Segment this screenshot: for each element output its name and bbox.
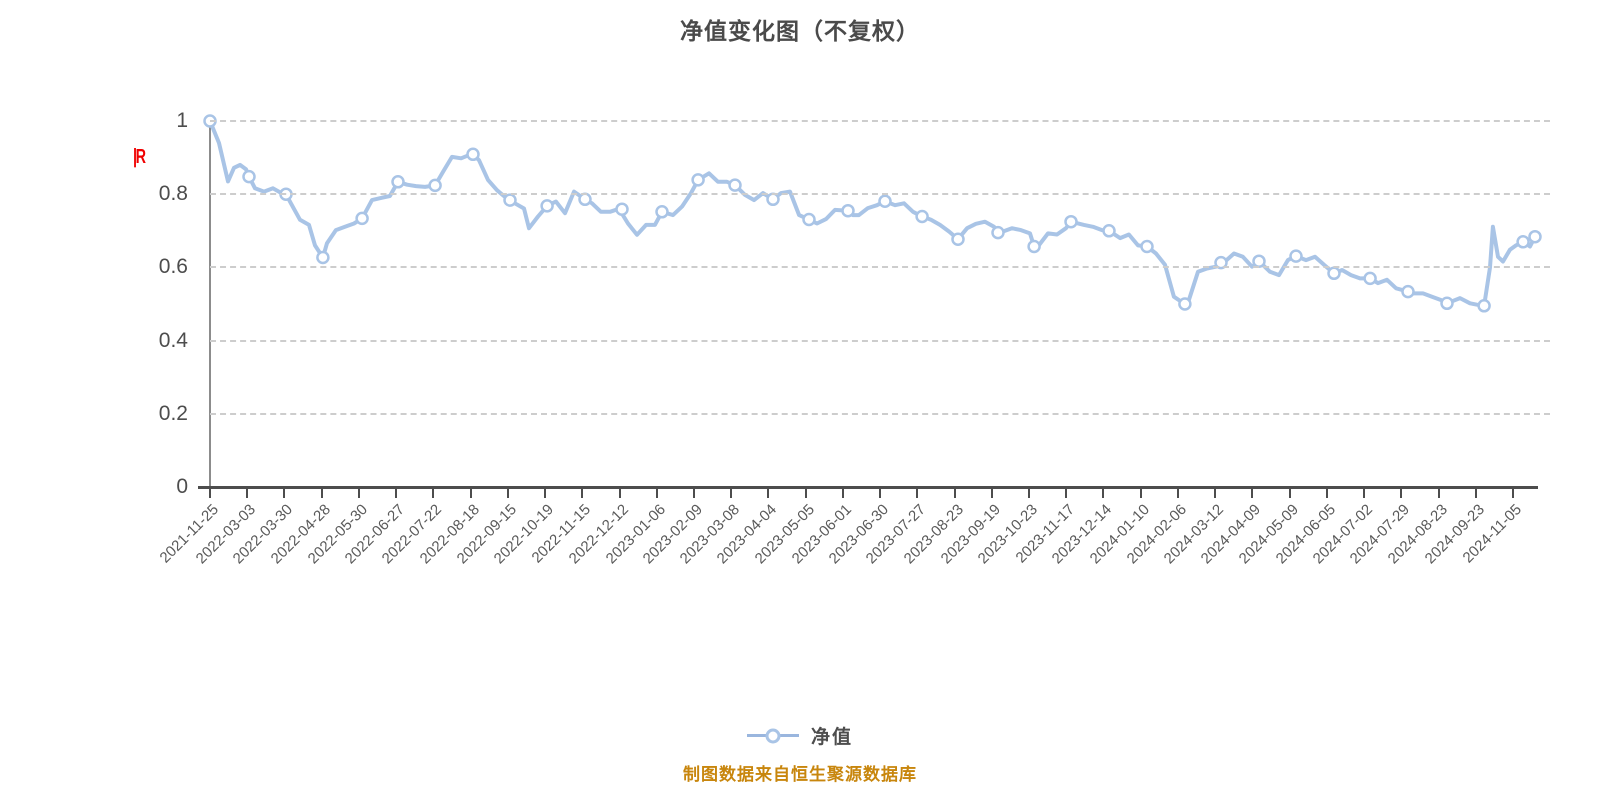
nav-line <box>208 119 1537 308</box>
data-point-marker <box>1140 239 1154 254</box>
x-tick <box>1400 489 1403 498</box>
x-tick <box>581 489 584 498</box>
x-tick <box>953 489 956 498</box>
x-tick <box>804 489 807 498</box>
gridline <box>210 193 1550 196</box>
x-tick <box>841 489 844 498</box>
x-tick <box>1214 489 1217 498</box>
x-tick <box>692 489 695 498</box>
data-point-marker <box>316 250 330 265</box>
x-axis-line <box>198 486 1538 489</box>
x-tick <box>209 489 211 498</box>
x-tick <box>1437 489 1440 498</box>
data-point-marker <box>1477 299 1491 313</box>
data-point-marker <box>1027 239 1041 254</box>
x-tick <box>544 489 547 498</box>
data-point-marker <box>466 147 480 162</box>
data-point-marker <box>1252 254 1266 268</box>
data-point-marker <box>1289 249 1303 263</box>
legend-item-nav[interactable]: 净值 <box>746 722 853 749</box>
x-tick <box>432 489 435 498</box>
data-point-marker <box>655 205 669 219</box>
data-point-marker <box>951 232 965 246</box>
y-axis-line <box>209 121 211 487</box>
nav-line-markers <box>203 114 1542 313</box>
data-point-marker <box>578 192 592 207</box>
x-tick <box>1325 489 1328 498</box>
x-tick <box>1028 489 1031 498</box>
data-point-marker <box>1363 271 1377 286</box>
data-point-marker <box>1178 297 1192 311</box>
data-point-marker <box>540 199 554 213</box>
x-tick <box>1363 489 1366 498</box>
x-tick <box>916 489 919 498</box>
data-source-caption: 制图数据来自恒生聚源数据库 <box>683 765 917 784</box>
y-tick-label: 0.6 <box>158 255 188 279</box>
y-tick-label: 0.8 <box>158 182 188 206</box>
x-tick <box>1288 489 1291 498</box>
data-point-marker <box>1102 224 1116 238</box>
data-point-marker <box>691 173 705 187</box>
x-tick <box>320 489 323 498</box>
data-point-marker <box>878 194 892 208</box>
data-point-marker <box>766 192 780 207</box>
x-tick <box>618 489 621 498</box>
x-tick <box>655 489 658 498</box>
x-tick <box>730 489 733 498</box>
x-tick <box>506 489 509 498</box>
data-point-marker <box>1064 214 1078 229</box>
data-point-marker <box>991 225 1005 240</box>
data-point-marker <box>391 175 405 189</box>
data-point-marker <box>355 211 369 226</box>
x-tick <box>357 489 360 498</box>
data-point-marker <box>428 178 442 193</box>
y-tick-label: 0 <box>176 475 188 498</box>
x-tick <box>1176 489 1179 498</box>
data-point-marker <box>1327 266 1341 281</box>
data-point-marker <box>615 202 629 216</box>
data-point-marker <box>802 212 816 227</box>
x-tick <box>469 489 472 498</box>
chart-title: 净值变化图（不复权） <box>680 18 920 44</box>
legend-label: 净值 <box>810 727 853 748</box>
plot-area <box>203 114 1542 487</box>
data-point-marker <box>242 169 256 184</box>
data-point-marker <box>1440 296 1454 311</box>
x-tick <box>1474 489 1477 498</box>
data-point-marker <box>1516 235 1530 249</box>
x-tick <box>879 489 882 498</box>
data-point-marker <box>503 193 517 207</box>
x-tick <box>246 489 249 498</box>
x-tick <box>1251 489 1254 498</box>
x-tick <box>767 489 770 498</box>
x-tick <box>1102 489 1105 498</box>
legend-circle-icon <box>765 728 781 743</box>
data-point-marker <box>1528 229 1542 244</box>
legend-line-marker-icon <box>746 728 799 743</box>
y-tick-label: 1 <box>176 109 188 132</box>
legend: 净值 <box>0 722 1600 749</box>
data-point-marker <box>728 178 742 192</box>
y-tick-label: 0.4 <box>158 328 188 352</box>
data-point-marker <box>841 203 855 218</box>
x-tick <box>990 489 993 498</box>
y-axis-tick-labels: 1 0.8 0.6 0.4 0.2 0 <box>120 0 196 800</box>
x-tick <box>395 489 398 498</box>
x-tick <box>1065 489 1068 498</box>
gridline <box>210 412 1550 415</box>
y-tick-label: 0.2 <box>158 401 188 425</box>
x-tick <box>283 489 286 498</box>
gridline <box>210 339 1550 342</box>
gridline <box>210 266 1550 269</box>
x-tick <box>1512 489 1514 498</box>
nav-line-chart <box>203 114 1542 313</box>
x-tick <box>1139 489 1142 498</box>
data-point-marker <box>915 209 929 224</box>
data-point-marker <box>1401 284 1415 299</box>
gridline <box>210 120 1550 122</box>
red-y-axis-label: |R <box>133 146 146 168</box>
